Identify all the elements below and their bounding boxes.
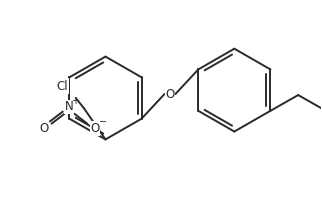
Text: O: O bbox=[39, 122, 48, 135]
Text: O: O bbox=[90, 122, 100, 135]
Text: N: N bbox=[65, 100, 74, 113]
Text: −: − bbox=[99, 117, 107, 127]
Text: +: + bbox=[71, 96, 79, 106]
Text: O: O bbox=[165, 87, 175, 100]
Text: Cl: Cl bbox=[56, 80, 68, 93]
